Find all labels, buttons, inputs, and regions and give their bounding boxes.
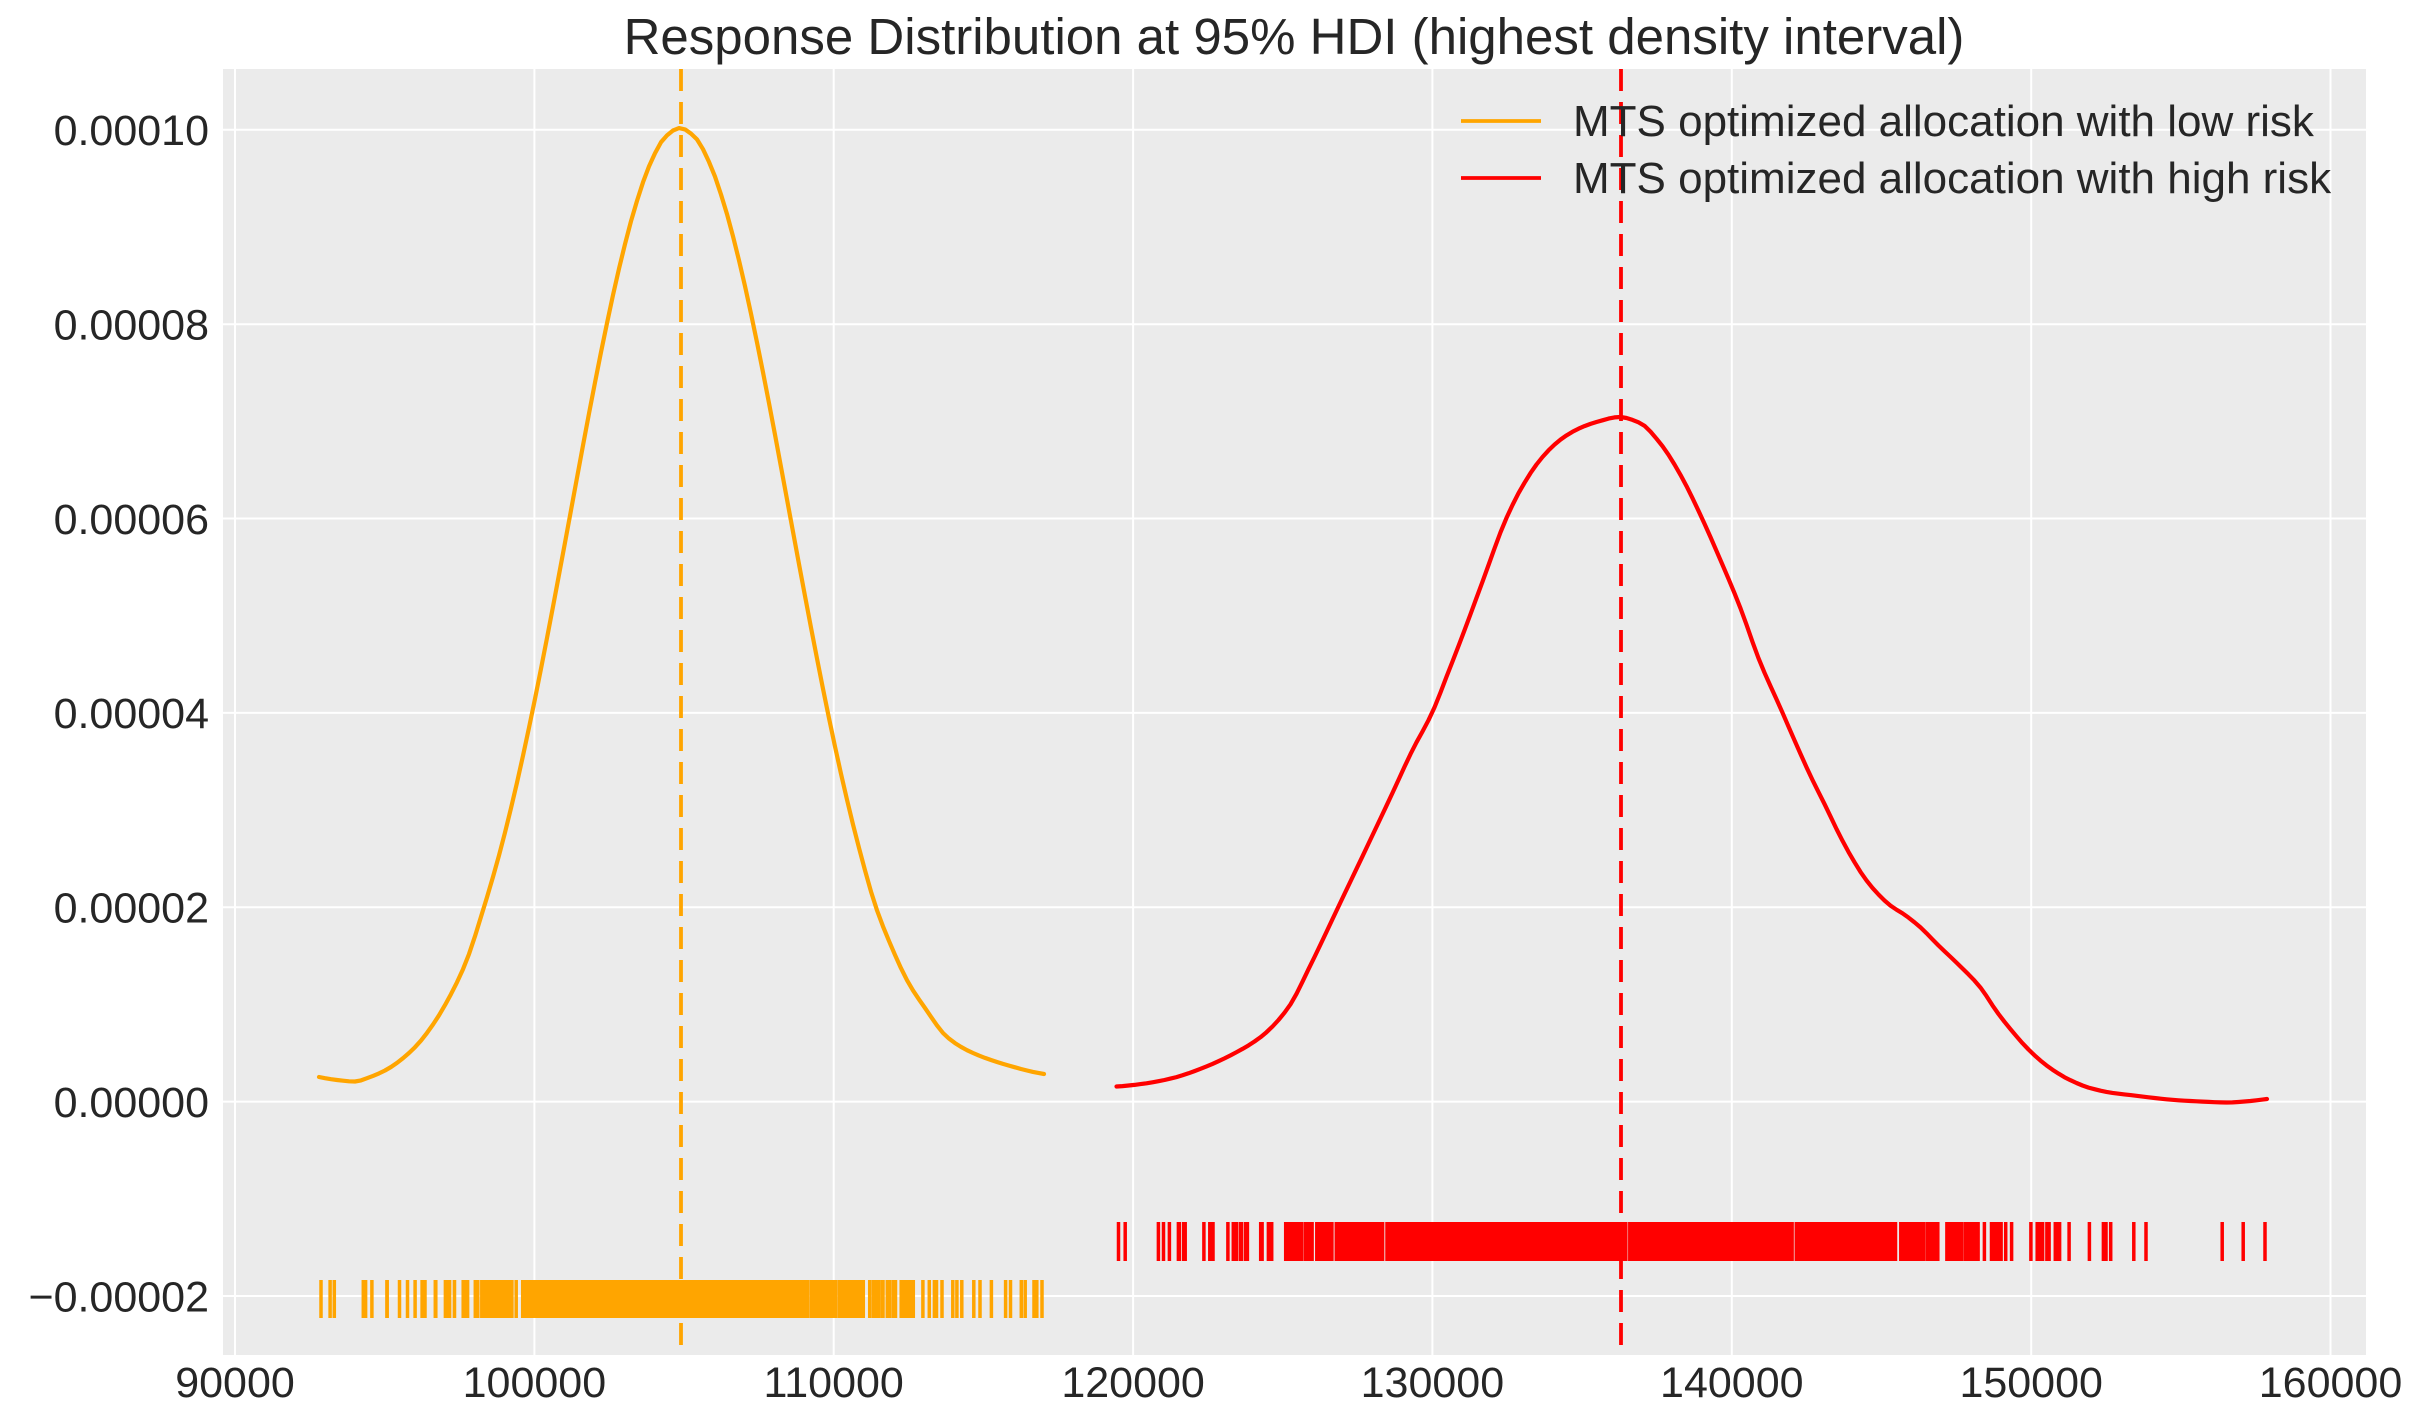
svg-text:MTS optimized allocation with: MTS optimized allocation with low risk xyxy=(1573,97,2315,146)
svg-text:0.00000: 0.00000 xyxy=(54,1079,209,1127)
svg-text:0.00010: 0.00010 xyxy=(54,107,209,155)
svg-text:130000: 130000 xyxy=(1361,1359,1505,1407)
svg-text:150000: 150000 xyxy=(1959,1359,2103,1407)
svg-text:160000: 160000 xyxy=(2259,1359,2403,1407)
svg-text:0.00004: 0.00004 xyxy=(54,690,209,738)
svg-text:100000: 100000 xyxy=(463,1359,607,1407)
svg-text:MTS optimized allocation with: MTS optimized allocation with high risk xyxy=(1573,154,2332,203)
svg-text:120000: 120000 xyxy=(1061,1359,1205,1407)
svg-text:90000: 90000 xyxy=(175,1359,295,1407)
svg-text:140000: 140000 xyxy=(1660,1359,1804,1407)
svg-text:−0.00002: −0.00002 xyxy=(28,1273,209,1321)
svg-text:0.00008: 0.00008 xyxy=(54,302,209,350)
svg-text:110000: 110000 xyxy=(764,1359,904,1407)
svg-text:Response Distribution at 95% H: Response Distribution at 95% HDI (highes… xyxy=(624,8,1965,65)
svg-text:0.00002: 0.00002 xyxy=(54,885,209,933)
svg-text:0.00006: 0.00006 xyxy=(54,496,209,544)
